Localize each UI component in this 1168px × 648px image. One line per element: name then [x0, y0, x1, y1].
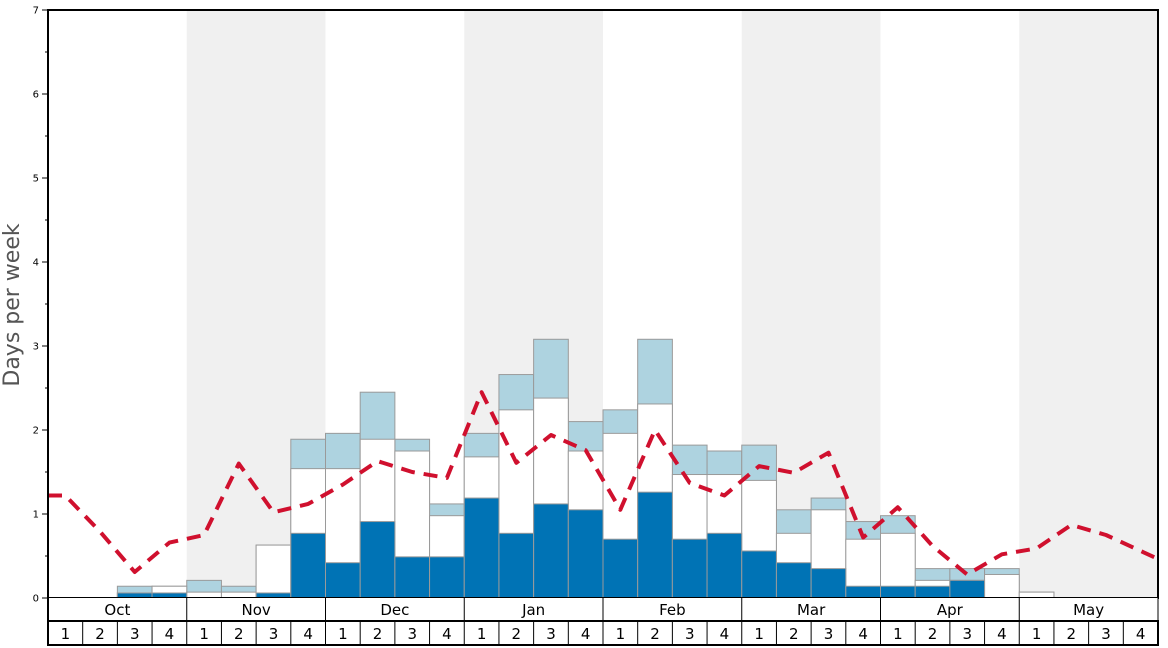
week-label: 3 [824, 625, 834, 643]
dark-bar [290, 532, 326, 599]
week-label: 2 [95, 625, 105, 643]
average-line-group [48, 390, 1159, 577]
dark-bar [845, 585, 881, 599]
week-label: 4 [581, 625, 591, 643]
y-tick-label: 0 [33, 594, 39, 605]
average-line [48, 390, 1159, 577]
week-label: 1 [1032, 625, 1042, 643]
month-label-feb: Feb [659, 601, 686, 619]
week-label: 2 [928, 625, 938, 643]
dark-bar [914, 585, 951, 599]
week-label: 3 [269, 625, 279, 643]
week-label: 4 [303, 625, 313, 643]
y-axis-label: Days per week [0, 223, 25, 386]
month-label-oct: Oct [104, 601, 130, 619]
y-tick-label: 4 [33, 258, 39, 269]
week-label: 4 [1136, 625, 1146, 643]
month-label-jan: Jan [521, 601, 545, 619]
week-label: 1 [477, 625, 487, 643]
y-tick-label: 1 [33, 510, 39, 521]
month-label-may: May [1073, 601, 1104, 619]
dark-bar [741, 550, 777, 599]
month-label-mar: Mar [797, 601, 826, 619]
week-label: 3 [407, 625, 417, 643]
dark-bar [359, 521, 396, 599]
week-label: 1 [338, 625, 348, 643]
week-label: 2 [650, 625, 660, 643]
week-label: 2 [234, 625, 244, 643]
dark-bar [533, 503, 569, 599]
dark-bar [810, 568, 847, 599]
dark-bar [637, 491, 673, 599]
week-label: 3 [962, 625, 972, 643]
dark-bar [949, 579, 986, 599]
week-label: 2 [789, 625, 799, 643]
white-bar [255, 544, 292, 599]
week-label: 4 [858, 625, 868, 643]
month-label-nov: Nov [241, 601, 270, 619]
week-label: 2 [512, 625, 522, 643]
week-label: 2 [1067, 625, 1077, 643]
week-label: 4 [997, 625, 1007, 643]
week-label: 1 [61, 625, 71, 643]
dark-bar [775, 562, 812, 599]
week-label: 1 [893, 625, 903, 643]
dark-bar [394, 556, 431, 599]
x-axis: Oct Nov Dec Jan Feb Mar Apr May 1 2 3 4 1 2 3 4 1 2 3 4 1 2 3 4… [47, 598, 1159, 646]
dark-bar [706, 532, 743, 599]
week-label: 4 [442, 625, 452, 643]
dark-bar [498, 532, 535, 599]
week-label: 3 [685, 625, 695, 643]
dark-bar [567, 509, 604, 599]
week-label: 2 [373, 625, 383, 643]
week-label: 3 [546, 625, 556, 643]
dark-bar [880, 585, 916, 599]
y-axis: 0 1 2 3 4 5 6 7 [33, 6, 48, 605]
dark-bar [325, 562, 361, 599]
week-label: 1 [754, 625, 764, 643]
white-bar [984, 573, 1020, 599]
y-tick-label: 5 [33, 174, 39, 185]
dark-bar [429, 556, 465, 599]
week-label: 1 [199, 625, 209, 643]
week-label: 3 [1101, 625, 1111, 643]
month-label-dec: Dec [380, 601, 409, 619]
month-band-may [1019, 10, 1158, 598]
week-label: 4 [720, 625, 730, 643]
week-label: 1 [616, 625, 626, 643]
week-label: 3 [130, 625, 140, 643]
month-label-apr: Apr [937, 601, 964, 619]
y-tick-label: 3 [33, 342, 39, 353]
dark-bar [671, 538, 708, 599]
dark-bar [602, 538, 639, 599]
month-bands [186, 10, 1158, 598]
week-label: 4 [165, 625, 175, 643]
dark-bar [463, 497, 500, 599]
y-tick-label: 6 [33, 90, 39, 101]
y-tick-label: 7 [33, 6, 39, 17]
y-tick-label: 2 [33, 426, 39, 437]
